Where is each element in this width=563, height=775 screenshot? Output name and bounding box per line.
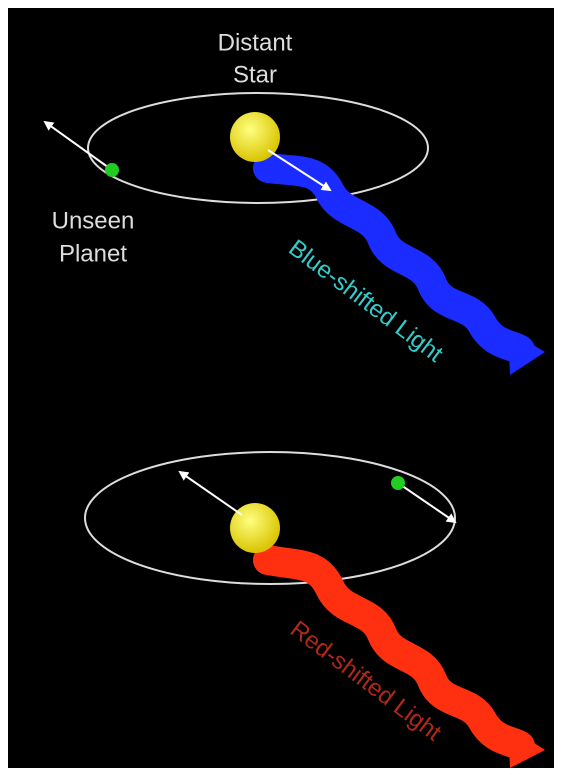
- planet-arrow: [397, 482, 457, 524]
- planet-arrow: [43, 120, 113, 171]
- red-light-wave: [253, 545, 535, 761]
- orbit: [87, 92, 429, 204]
- planet-label: Planet: [59, 240, 127, 267]
- wave-arrowhead: [508, 330, 545, 375]
- star-arrow: [178, 470, 243, 516]
- star: [230, 112, 280, 162]
- star-arrow: [267, 149, 332, 192]
- wave-arrowhead: [508, 726, 545, 768]
- planet-label: Unseen: [52, 207, 135, 234]
- star-label: Distant: [218, 29, 293, 56]
- background: [8, 8, 554, 768]
- planet: [391, 476, 405, 490]
- star: [230, 503, 280, 553]
- star-label: Star: [233, 61, 277, 88]
- planet: [105, 163, 119, 177]
